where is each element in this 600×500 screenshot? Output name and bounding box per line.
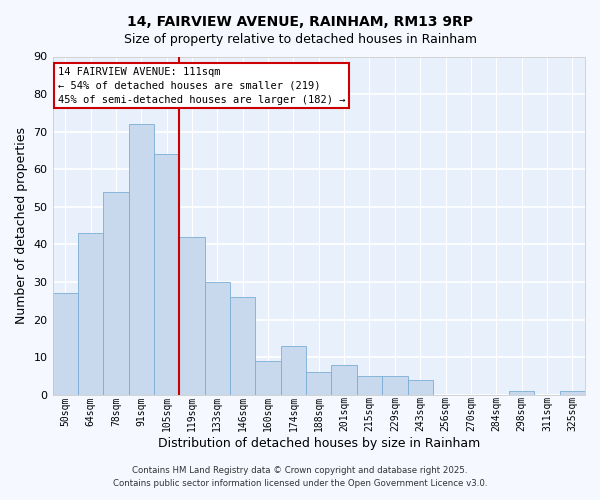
Bar <box>128 124 154 395</box>
Text: 14 FAIRVIEW AVENUE: 111sqm
← 54% of detached houses are smaller (219)
45% of sem: 14 FAIRVIEW AVENUE: 111sqm ← 54% of deta… <box>58 66 346 104</box>
Y-axis label: Number of detached properties: Number of detached properties <box>15 127 28 324</box>
Bar <box>230 297 256 395</box>
X-axis label: Distribution of detached houses by size in Rainham: Distribution of detached houses by size … <box>158 437 480 450</box>
Bar <box>103 192 128 395</box>
Bar <box>331 364 357 395</box>
Bar <box>78 233 103 395</box>
Bar <box>407 380 433 395</box>
Bar <box>154 154 179 395</box>
Text: 14, FAIRVIEW AVENUE, RAINHAM, RM13 9RP: 14, FAIRVIEW AVENUE, RAINHAM, RM13 9RP <box>127 15 473 29</box>
Bar <box>382 376 407 395</box>
Text: Contains HM Land Registry data © Crown copyright and database right 2025.
Contai: Contains HM Land Registry data © Crown c… <box>113 466 487 487</box>
Bar <box>560 391 585 395</box>
Bar <box>509 391 534 395</box>
Bar <box>53 294 78 395</box>
Text: Size of property relative to detached houses in Rainham: Size of property relative to detached ho… <box>124 32 476 46</box>
Bar <box>256 361 281 395</box>
Bar <box>306 372 331 395</box>
Bar <box>281 346 306 395</box>
Bar <box>179 237 205 395</box>
Bar <box>357 376 382 395</box>
Bar <box>205 282 230 395</box>
